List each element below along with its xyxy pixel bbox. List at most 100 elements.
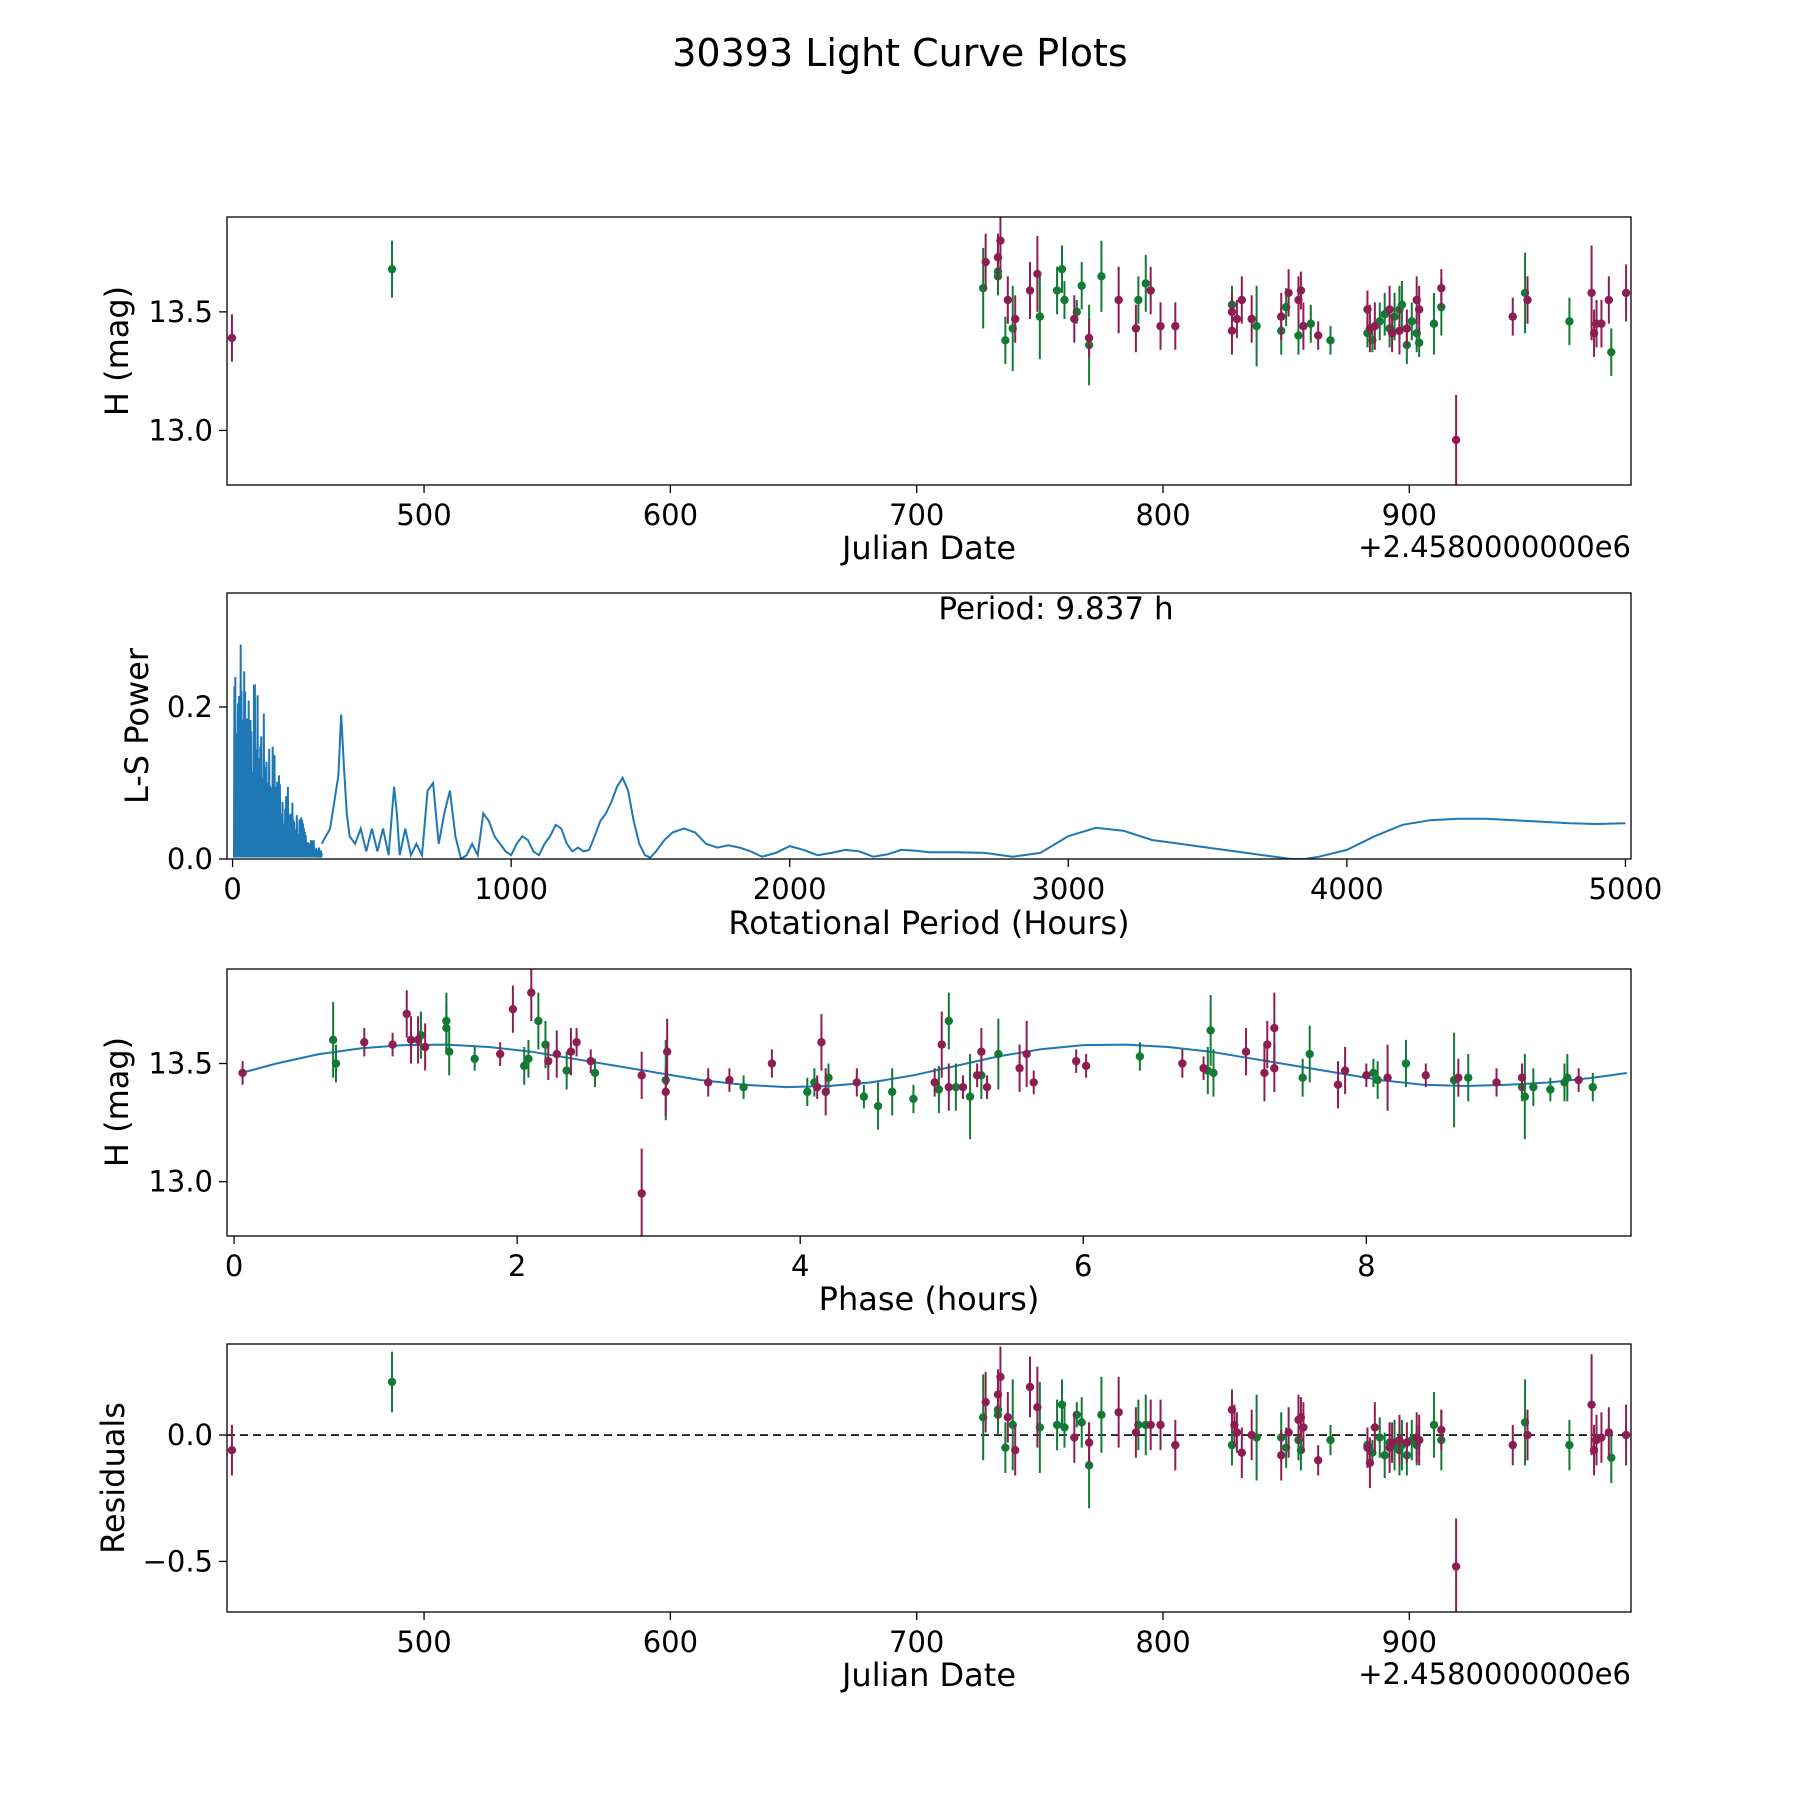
marker [1033, 269, 1042, 279]
data-point-r [1362, 1063, 1371, 1088]
marker [1437, 283, 1446, 293]
marker [1070, 1433, 1079, 1442]
marker [1395, 1435, 1404, 1445]
data-point-r [227, 1424, 237, 1476]
data-point-r [996, 217, 1005, 270]
marker [821, 1087, 830, 1097]
data-point-g [1252, 285, 1261, 367]
y-tick-label: −0.5 [143, 1544, 213, 1578]
data-point-g [873, 1082, 883, 1130]
data-point-r [1084, 1422, 1094, 1463]
data-point-g [445, 1028, 454, 1076]
marker [1033, 1403, 1042, 1412]
x-tick-label: 3000 [1031, 872, 1105, 906]
marker [1146, 1420, 1155, 1430]
x-tick-label: 0 [225, 1249, 243, 1283]
data-point-r [508, 985, 518, 1033]
marker [544, 1056, 553, 1066]
data-point-r [1146, 1399, 1155, 1451]
marker [1025, 286, 1035, 295]
residuals-y-label: Residuals [94, 1402, 132, 1554]
data-point-r [1114, 1376, 1123, 1448]
marker [238, 1068, 247, 1078]
marker [1607, 347, 1616, 357]
marker [637, 1071, 646, 1080]
data-point-r [1171, 302, 1180, 350]
marker [1451, 1562, 1461, 1571]
data-point-r [1387, 314, 1397, 353]
marker [739, 1082, 748, 1092]
data-point-r [944, 1063, 954, 1111]
data-point-r [1508, 1424, 1517, 1466]
data-point-g [1375, 302, 1384, 341]
data-point-g [739, 1075, 748, 1099]
data-point-g [944, 992, 954, 1050]
data-point-g [1141, 254, 1150, 312]
marker [859, 1092, 869, 1101]
y-tick-label: 13.5 [148, 1047, 213, 1081]
data-point-g [1001, 1422, 1010, 1473]
data-point-g [1380, 1432, 1389, 1478]
data-point-g [562, 1051, 571, 1090]
data-point-r [817, 1013, 826, 1071]
marker [1299, 1423, 1308, 1432]
marker [1015, 1064, 1024, 1073]
data-point-g [1375, 1417, 1384, 1458]
marker [704, 1078, 713, 1087]
marker [1284, 288, 1293, 298]
data-point-g [520, 1046, 529, 1085]
data-point-r [1237, 276, 1247, 324]
marker [812, 1082, 822, 1092]
marker [420, 1042, 430, 1052]
data-point-r [937, 1011, 946, 1078]
marker [227, 333, 237, 343]
data-point-g [470, 1046, 479, 1071]
data-point-g [934, 1065, 944, 1114]
lightcurve-x-ticks: 500 600 700 800 900 [396, 485, 1437, 532]
marker [1022, 1049, 1031, 1059]
x-tick-label: 5000 [1589, 872, 1663, 906]
marker [1060, 295, 1069, 305]
marker [1437, 1425, 1446, 1435]
data-point-r [1277, 1429, 1286, 1481]
marker [1057, 264, 1067, 274]
residuals-x-label: Julian Date [840, 1656, 1016, 1694]
marker [909, 1094, 918, 1104]
marker [965, 1092, 975, 1101]
data-point-r [1395, 1414, 1404, 1466]
marker [1114, 1408, 1123, 1417]
marker [1131, 324, 1141, 333]
marker [1178, 1059, 1187, 1068]
lightcurve-y-ticks: 13.0 13.5 [148, 295, 227, 447]
data-point-r [566, 1028, 576, 1076]
data-point-r [821, 1068, 830, 1116]
x-tick-label: 800 [1135, 1625, 1190, 1659]
marker [637, 1189, 646, 1198]
data-point-g [1529, 1068, 1538, 1107]
data-point-r [1414, 1414, 1424, 1466]
data-point-r [1025, 1356, 1035, 1418]
marker [402, 1009, 411, 1019]
marker [767, 1059, 777, 1068]
data-point-g [1206, 994, 1215, 1066]
y-tick-label: 13.5 [148, 295, 213, 329]
marker [1517, 1073, 1527, 1082]
data-point-g [1097, 240, 1106, 312]
data-point-r [996, 1346, 1005, 1408]
y-tick-label: 0.2 [167, 690, 213, 724]
marker [1402, 1438, 1412, 1447]
data-point-g [1060, 1407, 1069, 1448]
x-tick-label: 700 [889, 498, 944, 532]
lightcurve-panel: 500 600 700 800 900 13.0 13.5 Julian Date H (… [98, 216, 1632, 567]
data-point-g [1077, 262, 1086, 310]
marker [1563, 1073, 1572, 1082]
marker [661, 1087, 670, 1097]
marker [508, 1004, 518, 1014]
marker [1451, 435, 1461, 445]
data-point-r [1340, 1046, 1350, 1095]
data-point-r [662, 1018, 672, 1085]
lightcurve-plot-area [227, 217, 1631, 485]
marker [387, 1377, 397, 1387]
data-point-g [1052, 266, 1062, 315]
